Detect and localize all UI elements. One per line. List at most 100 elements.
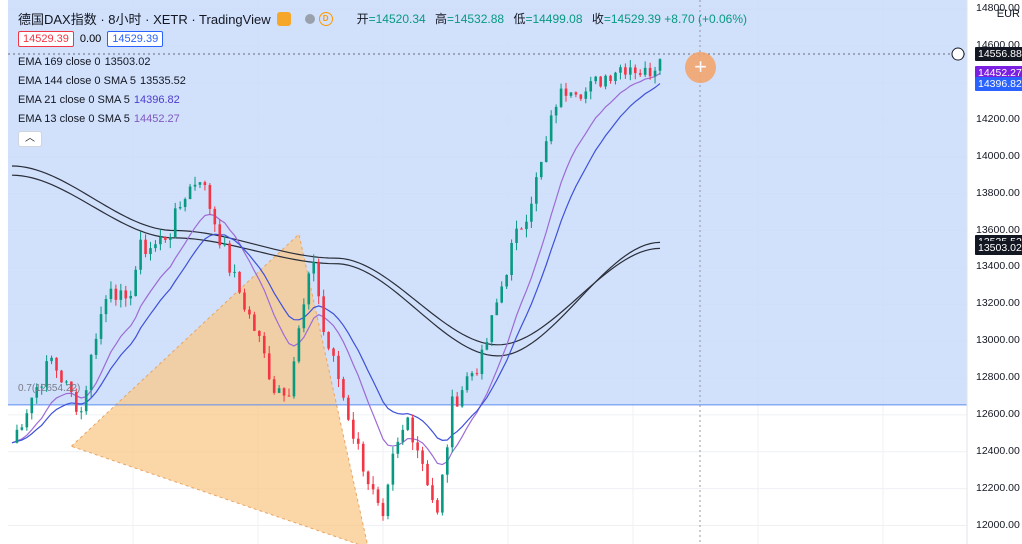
- candle-body: [129, 295, 133, 299]
- candle-body: [653, 70, 657, 77]
- candle-body: [633, 67, 637, 74]
- candle-body: [282, 388, 286, 396]
- candle-body: [20, 427, 24, 430]
- candle-body: [159, 236, 162, 245]
- candle-body: [549, 115, 553, 142]
- ohlc-readout: 开=14520.34 高=14532.88 低=14499.08 收=14529…: [357, 10, 747, 27]
- price-tick-label: 14000.00: [976, 149, 1020, 162]
- candle-body: [198, 182, 202, 185]
- price-tick-label: 13600.00: [976, 223, 1020, 236]
- candle-body: [267, 353, 271, 380]
- candle-body: [431, 485, 434, 501]
- add-plus-icon[interactable]: +: [685, 52, 716, 83]
- candle-body: [648, 67, 652, 77]
- candle-body: [386, 484, 390, 517]
- candles: [15, 58, 662, 521]
- candle-body: [40, 386, 43, 388]
- candle-body: [144, 239, 147, 255]
- candle-body: [500, 286, 504, 303]
- candle-body: [307, 273, 311, 305]
- indicator-label: EMA 13 close 0 SMA 5: [18, 113, 130, 125]
- candle-body: [460, 390, 464, 407]
- tradingview-logo-icon: [276, 11, 291, 26]
- chevron-up-icon[interactable]: ︿: [18, 131, 42, 147]
- currency-selector[interactable]: EUR: [996, 8, 1020, 20]
- candle-body: [337, 355, 340, 380]
- candle-body: [45, 361, 48, 387]
- candle-body: [624, 67, 627, 75]
- market-status-icon[interactable]: [304, 13, 315, 24]
- candle-body: [470, 373, 474, 377]
- candle-body: [55, 357, 58, 371]
- candle-body: [594, 76, 597, 82]
- candle-body: [539, 161, 543, 178]
- candle-body: [272, 379, 276, 393]
- chart-header: 德国DAX指数 · 8小时 · XETR · TradingView D 开=1…: [18, 9, 747, 28]
- highlight-zone: [8, 0, 967, 405]
- candle-body: [15, 429, 19, 443]
- candle-body: [416, 442, 419, 451]
- crosshair-plus-icon[interactable]: [951, 47, 965, 61]
- candle-body: [109, 288, 113, 299]
- candle-body: [356, 438, 360, 444]
- price-tick-label: 14200.00: [976, 112, 1020, 125]
- candle-body: [366, 471, 370, 485]
- indicator-ema144[interactable]: EMA 144 close 0 SMA 5 13535.52: [18, 75, 186, 87]
- price-tick-label: 12600.00: [976, 407, 1020, 420]
- candle-body: [579, 94, 583, 99]
- low-label: 低: [513, 12, 526, 26]
- triangle-pattern[interactable]: [70, 233, 368, 544]
- price-tick-label: 13800.00: [976, 186, 1020, 199]
- candle-body: [149, 248, 152, 255]
- candle-body: [371, 484, 375, 490]
- candle-body: [554, 106, 558, 116]
- candle-body: [658, 59, 662, 71]
- candle-body: [223, 243, 227, 246]
- indicator-label: EMA 21 close 0 SMA 5: [18, 94, 130, 106]
- candle-body: [564, 88, 568, 96]
- buy-price-button[interactable]: 14529.39: [107, 31, 164, 47]
- candle-body: [436, 500, 439, 513]
- sell-price-button[interactable]: 14529.39: [18, 31, 74, 47]
- candle-body: [391, 453, 395, 485]
- candle-body: [609, 75, 612, 82]
- candle-body: [525, 221, 528, 230]
- close-label: 收: [591, 12, 604, 26]
- candle-body: [114, 288, 118, 300]
- price-tick-label: 12400.00: [976, 444, 1020, 457]
- indicator-ema21[interactable]: EMA 21 close 0 SMA 5 14396.82: [18, 94, 180, 106]
- ema-fast-lines: [11, 72, 661, 466]
- indicator-ema169[interactable]: EMA 169 close 0 13503.02: [18, 56, 150, 68]
- candle-body: [50, 357, 53, 362]
- delayed-data-icon[interactable]: D: [318, 11, 333, 26]
- candle-body: [604, 75, 607, 87]
- candle-body: [445, 447, 449, 475]
- price-tick-label: 13400.00: [976, 260, 1020, 273]
- candle-body: [119, 290, 123, 300]
- symbol-title[interactable]: 德国DAX指数 · 8小时 · XETR · TradingView: [18, 12, 271, 27]
- ema13-line: [11, 72, 661, 466]
- candle-body: [510, 243, 513, 275]
- candle-body: [238, 271, 241, 293]
- change-value: +8.70 (+0.06%): [664, 12, 748, 26]
- candle-body: [277, 388, 281, 393]
- indicator-ema13[interactable]: EMA 13 close 0 SMA 5 14452.27: [18, 113, 180, 125]
- candle-body: [584, 91, 588, 99]
- candle-body: [599, 76, 602, 87]
- price-tick-label: 13200.00: [976, 297, 1020, 310]
- candle-body: [574, 92, 578, 95]
- candle-body: [638, 73, 642, 75]
- candle-body: [465, 376, 469, 391]
- candle-body: [262, 335, 266, 354]
- candle-body: [94, 338, 98, 355]
- candle-body: [213, 208, 217, 225]
- price-tag: 14556.88: [975, 47, 1022, 62]
- candle-body: [253, 314, 256, 331]
- candle-body: [352, 419, 355, 439]
- candle-body: [426, 463, 429, 486]
- candle-body: [317, 261, 320, 297]
- candle-body: [25, 413, 29, 428]
- candle-body: [124, 290, 128, 299]
- candle-body: [520, 228, 523, 230]
